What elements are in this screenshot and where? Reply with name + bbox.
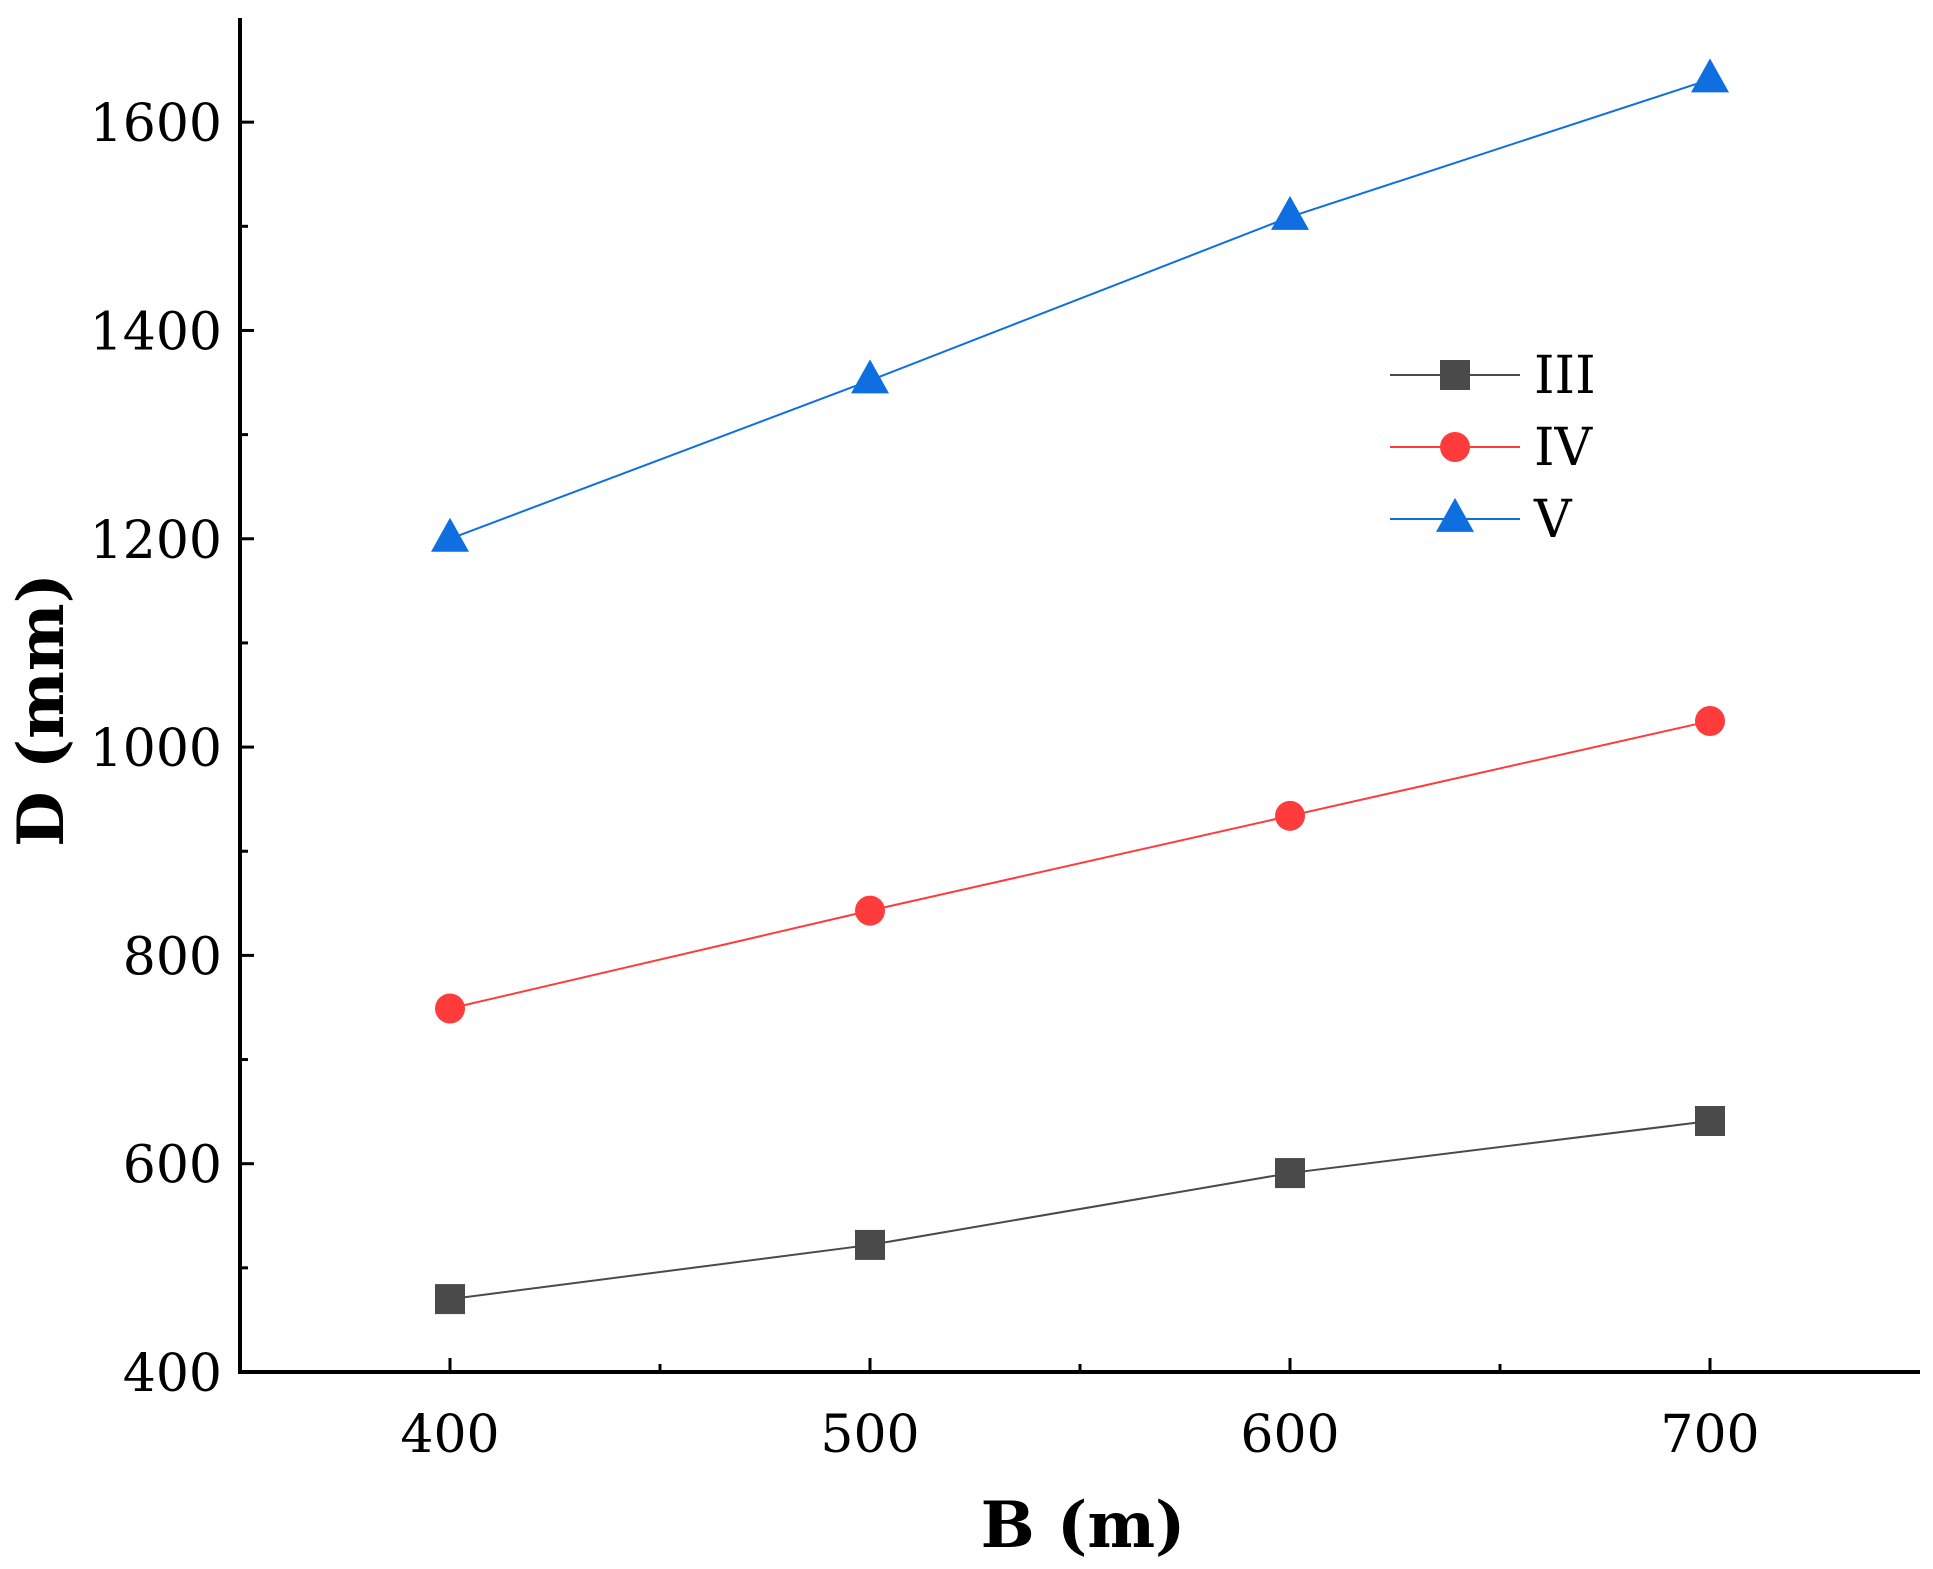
- x-axis-title: B (m): [981, 1488, 1186, 1563]
- legend-marker: [1440, 360, 1470, 390]
- x-tick-label: 600: [1240, 1405, 1339, 1465]
- data-point-iv: [1275, 800, 1305, 831]
- y-tick-label: 1600: [90, 94, 222, 154]
- data-point-iii: [1275, 1158, 1305, 1189]
- data-point-iv: [1695, 706, 1725, 737]
- data-point-iv: [855, 895, 885, 926]
- legend-item-iii: III: [1390, 346, 1596, 406]
- series-line-v: [449, 78, 1711, 540]
- legend-item-v: V: [1390, 490, 1573, 550]
- legend: III IV V: [1390, 346, 1596, 550]
- x-tick-label: 400: [400, 1405, 499, 1465]
- legend-label: IV: [1534, 418, 1594, 478]
- data-point-v: [1691, 58, 1729, 93]
- series-iv: [435, 706, 1725, 1024]
- legend-item-iv: IV: [1390, 418, 1594, 478]
- y-tick-label: 1200: [90, 511, 222, 571]
- series-line-iv: [449, 720, 1711, 1010]
- data-point-v: [851, 359, 889, 394]
- x-tick-label: 700: [1660, 1405, 1759, 1465]
- axes: 400 600 800 1000 1200 1400 1600 400 500 600 700: [90, 18, 1920, 1465]
- y-tick-label: 600: [123, 1136, 222, 1196]
- series-line-iii: [449, 1119, 1711, 1301]
- legend-label: V: [1533, 490, 1573, 550]
- y-tick-label: 1400: [90, 302, 222, 362]
- y-tick-label: 1000: [90, 719, 222, 779]
- series-layer: [431, 58, 1729, 1315]
- data-point-iii: [435, 1284, 465, 1315]
- legend-marker: [1440, 432, 1470, 462]
- y-tick-label: 400: [123, 1344, 222, 1404]
- series-v: [431, 58, 1729, 552]
- y-tick-label: 800: [123, 927, 222, 987]
- series-iii: [435, 1105, 1725, 1315]
- data-point-iv: [435, 993, 465, 1024]
- x-tick-label: 500: [820, 1405, 919, 1465]
- y-axis-title: D (mm): [4, 573, 79, 847]
- data-point-iii: [1695, 1105, 1725, 1136]
- legend-marker: [1436, 497, 1474, 532]
- data-point-v: [431, 517, 469, 552]
- data-point-iii: [855, 1229, 885, 1260]
- legend-label: III: [1534, 346, 1596, 406]
- data-point-v: [1271, 195, 1309, 230]
